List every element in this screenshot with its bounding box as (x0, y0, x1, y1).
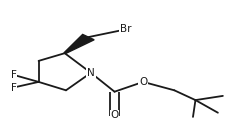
Polygon shape (64, 34, 94, 54)
Text: O: O (110, 110, 119, 121)
Text: F: F (11, 70, 17, 80)
Text: N: N (87, 68, 95, 78)
Text: F: F (11, 82, 17, 93)
Text: O: O (139, 77, 147, 87)
Text: Br: Br (120, 24, 131, 34)
